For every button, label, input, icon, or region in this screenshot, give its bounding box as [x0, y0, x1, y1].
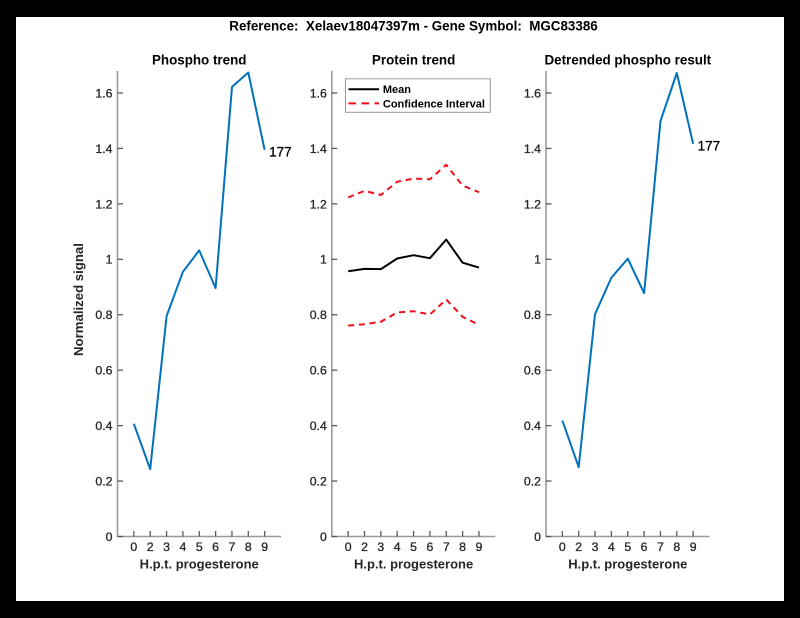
svg-text:4: 4 [608, 540, 615, 554]
svg-text:0.2: 0.2 [310, 474, 327, 488]
svg-text:0.4: 0.4 [524, 419, 541, 433]
svg-text:9: 9 [690, 540, 697, 554]
svg-text:Reference: Xelaev18047397m -: Reference: Xelaev18047397m - Gene Symbol… [229, 19, 597, 34]
svg-text:8: 8 [673, 540, 680, 554]
svg-text:0: 0 [559, 540, 566, 554]
svg-text:0.8: 0.8 [310, 308, 327, 322]
svg-text:H.p.t. progesterone: H.p.t. progesterone [140, 557, 259, 572]
svg-text:9: 9 [261, 540, 268, 554]
svg-text:5: 5 [624, 540, 631, 554]
svg-text:3: 3 [163, 540, 170, 554]
svg-text:177: 177 [269, 145, 292, 160]
svg-text:1.4: 1.4 [310, 142, 327, 156]
svg-text:1: 1 [106, 253, 113, 267]
svg-text:H.p.t. progesterone: H.p.t. progesterone [568, 557, 687, 572]
svg-text:0.4: 0.4 [95, 419, 112, 433]
svg-text:Confidence Interval: Confidence Interval [383, 98, 485, 110]
svg-text:0.2: 0.2 [95, 474, 112, 488]
svg-text:Mean: Mean [383, 84, 411, 96]
svg-text:Phospho trend: Phospho trend [152, 53, 246, 68]
svg-text:6: 6 [641, 540, 648, 554]
svg-text:0: 0 [130, 540, 137, 554]
svg-text:0.6: 0.6 [524, 364, 541, 378]
svg-text:1.2: 1.2 [310, 197, 327, 211]
svg-text:4: 4 [394, 540, 401, 554]
svg-text:1.6: 1.6 [524, 86, 541, 100]
svg-text:1.2: 1.2 [524, 197, 541, 211]
svg-text:0: 0 [345, 540, 352, 554]
svg-text:8: 8 [459, 540, 466, 554]
svg-text:177: 177 [698, 139, 721, 154]
svg-text:3: 3 [592, 540, 599, 554]
svg-text:4: 4 [179, 540, 186, 554]
svg-text:1: 1 [320, 253, 327, 267]
svg-text:5: 5 [410, 540, 417, 554]
svg-text:Detrended phospho result: Detrended phospho result [544, 53, 711, 68]
svg-text:Protein trend: Protein trend [372, 53, 455, 68]
svg-text:7: 7 [229, 540, 236, 554]
svg-text:6: 6 [212, 540, 219, 554]
svg-text:3: 3 [377, 540, 384, 554]
svg-text:0.6: 0.6 [310, 364, 327, 378]
svg-text:1.4: 1.4 [524, 142, 541, 156]
svg-text:2: 2 [361, 540, 368, 554]
svg-text:1: 1 [534, 253, 541, 267]
svg-text:5: 5 [196, 540, 203, 554]
svg-text:0.8: 0.8 [95, 308, 112, 322]
svg-text:2: 2 [147, 540, 154, 554]
svg-text:6: 6 [426, 540, 433, 554]
svg-text:7: 7 [657, 540, 664, 554]
svg-text:8: 8 [245, 540, 252, 554]
svg-text:0: 0 [106, 530, 113, 544]
svg-text:0.6: 0.6 [95, 364, 112, 378]
svg-text:0.4: 0.4 [310, 419, 327, 433]
svg-text:Normalized signal: Normalized signal [71, 243, 86, 356]
svg-text:0: 0 [320, 530, 327, 544]
svg-text:1.2: 1.2 [95, 197, 112, 211]
svg-text:2: 2 [575, 540, 582, 554]
svg-text:0.2: 0.2 [524, 474, 541, 488]
svg-text:1.4: 1.4 [95, 142, 112, 156]
svg-text:1.6: 1.6 [310, 86, 327, 100]
svg-text:1.6: 1.6 [95, 86, 112, 100]
svg-text:0: 0 [534, 530, 541, 544]
svg-text:9: 9 [476, 540, 483, 554]
svg-text:0.8: 0.8 [524, 308, 541, 322]
svg-text:7: 7 [443, 540, 450, 554]
svg-text:H.p.t. progesterone: H.p.t. progesterone [354, 557, 473, 572]
